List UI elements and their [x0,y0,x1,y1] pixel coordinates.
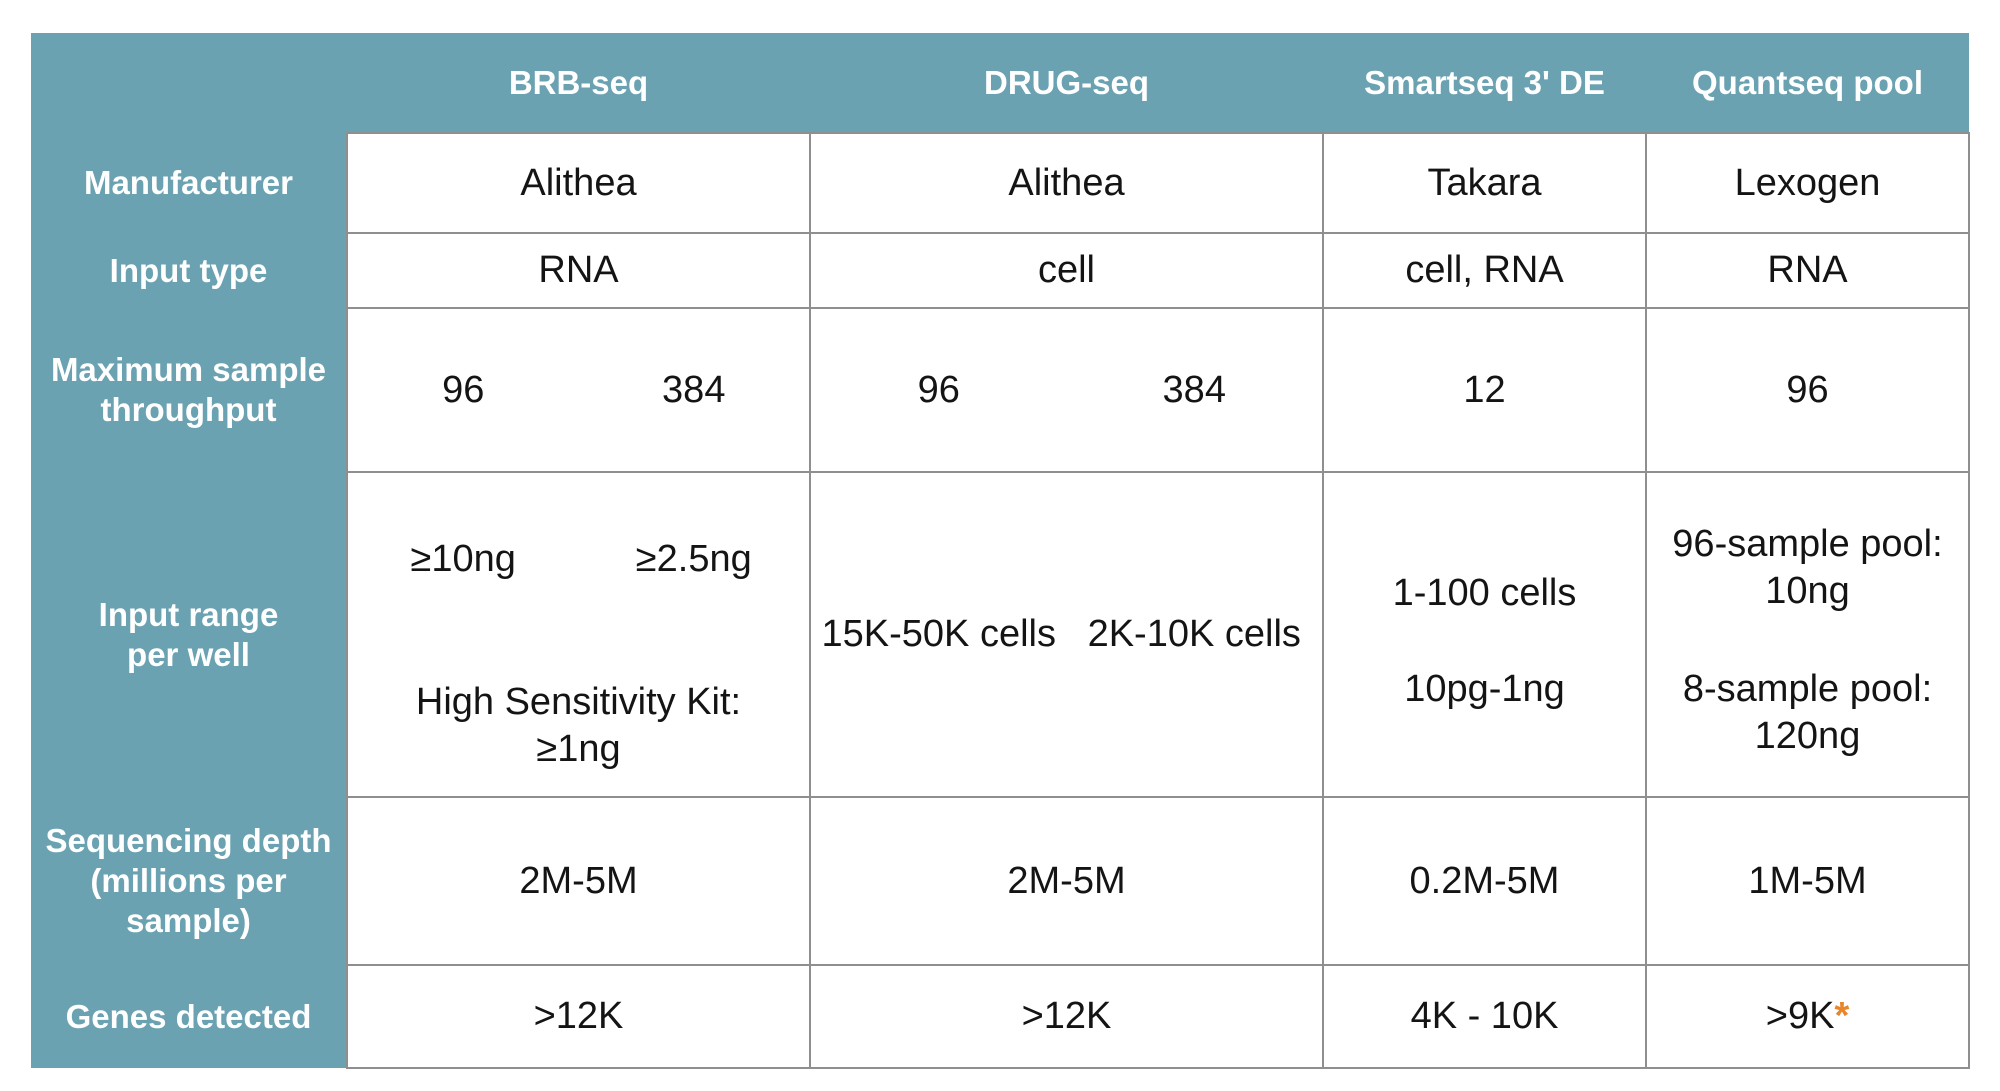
input-range-pair: 15K-50K cells 2K-10K cells [811,611,1322,658]
input-range-smartseq-content: 1-100 cells 10pg-1ng [1324,474,1645,795]
cell-manufacturer-quantseq: Lexogen [1645,132,1970,234]
row-header-label: Input type [109,251,268,289]
input-range-384-plate: ≥2.5ng [635,538,752,580]
footnote-asterisk: * [1834,995,1850,1037]
genes-detected-value: >9K [1765,995,1835,1037]
cell-max-throughput-quantseq: 96 [1645,307,1970,473]
cell-sequencing-depth-smartseq: 0.2M-5M [1322,796,1647,966]
row-header-label-line2: per well [127,635,250,673]
throughput-96-plate: 96 [917,368,960,411]
note-line2: ≥1ng [536,728,621,770]
high-sensitivity-kit-note: High Sensitivity Kit: ≥1ng [348,679,809,773]
throughput-96-plate: 96 [442,368,485,411]
row-header-input-range: Input range per well [31,472,347,797]
pool-label: 96-sample pool: [1672,523,1943,565]
cell-manufacturer-smartseq: Takara [1322,132,1647,234]
row-max-throughput: Maximum sample throughput 96 384 96 384 … [31,307,1970,473]
corner-cell [31,33,347,133]
row-header-max-throughput: Maximum sample throughput [31,308,347,472]
cell-input-type-quantseq: RNA [1645,232,1970,309]
row-header-input-type: Input type [31,233,347,308]
throughput-pair: 96 384 [811,367,1322,414]
row-header-label-line2: throughput [100,391,277,428]
throughput-pair: 96 384 [348,367,809,414]
cell-sequencing-depth-drug: 2M-5M [809,796,1324,966]
row-sequencing-depth: Sequencing depth (millions per sample) 2… [31,796,1970,966]
cell-genes-detected-quantseq: >9K* [1645,964,1970,1069]
input-range-rna: 10pg-1ng [1404,668,1565,710]
input-range-384-plate: 2K-10K cells [1087,613,1301,655]
pool-96-sample: 96-sample pool: 10ng [1672,521,1942,615]
pool-8-sample: 8-sample pool: 120ng [1683,666,1932,760]
input-range-quantseq-content: 96-sample pool: 10ng 8-sample pool: 120n… [1647,474,1968,795]
row-header-label-line1: Input range [98,595,279,633]
note-line1: High Sensitivity Kit: [415,681,742,723]
cell-input-type-smartseq: cell, RNA [1322,232,1647,309]
cell-input-type-brb: RNA [346,232,811,309]
row-genes-detected: Genes detected >12K >12K 4K - 10K >9K* [31,964,1970,1069]
input-range-96-plate: 15K-50K cells [821,613,1056,655]
pool-amount: 120ng [1754,715,1861,757]
row-header-label-line1: Maximum sample [50,351,327,388]
cell-genes-detected-smartseq: 4K - 10K [1322,964,1647,1069]
column-header-smartseq-3-de: Smartseq 3' DE [1323,33,1646,133]
cell-max-throughput-brb: 96 384 [346,307,811,473]
input-range-pair: ≥10ng ≥2.5ng [348,536,809,583]
row-header-label-line2: (millions per sample) [90,862,287,939]
input-range-drug-content: 15K-50K cells 2K-10K cells [811,474,1322,795]
input-range-brb-content: ≥10ng ≥2.5ng High Sensitivity Kit: ≥1ng [348,474,809,795]
row-manufacturer: Manufacturer Alithea Alithea Takara Lexo… [31,132,1970,234]
pool-amount: 10ng [1765,570,1850,612]
cell-sequencing-depth-brb: 2M-5M [346,796,811,966]
pool-label: 8-sample pool: [1682,668,1933,710]
cell-input-type-drug: cell [809,232,1324,309]
row-header-label: Genes detected [65,997,312,1035]
cell-manufacturer-drug: Alithea [809,132,1324,234]
column-header-quantseq-pool: Quantseq pool [1646,33,1969,133]
header-row: BRB-seq DRUG-seq Smartseq 3' DE Quantseq… [31,33,1969,133]
column-header-brb-seq: BRB-seq [347,33,810,133]
row-header-label-line1: Sequencing depth [45,822,332,859]
cell-manufacturer-brb: Alithea [346,132,811,234]
row-header-manufacturer: Manufacturer [31,133,347,233]
input-range-cells: 1-100 cells [1392,572,1577,614]
cell-input-range-smartseq: 1-100 cells 10pg-1ng [1322,471,1647,798]
cell-genes-detected-brb: >12K [346,964,811,1069]
row-input-type: Input type RNA cell cell, RNA RNA [31,232,1970,309]
throughput-384-plate: 384 [662,368,726,411]
throughput-384-plate: 384 [1162,368,1226,411]
cell-genes-detected-drug: >12K [809,964,1324,1069]
cell-sequencing-depth-quantseq: 1M-5M [1645,796,1970,966]
input-range-96-plate: ≥10ng [410,538,516,580]
row-header-genes-detected: Genes detected [31,965,347,1068]
cell-max-throughput-smartseq: 12 [1322,307,1647,473]
row-header-label: Manufacturer [83,164,294,201]
column-header-drug-seq: DRUG-seq [810,33,1323,133]
cell-input-range-drug: 15K-50K cells 2K-10K cells [809,471,1324,798]
cell-input-range-brb: ≥10ng ≥2.5ng High Sensitivity Kit: ≥1ng [346,471,811,798]
cell-input-range-quantseq: 96-sample pool: 10ng 8-sample pool: 120n… [1645,471,1970,798]
cell-max-throughput-drug: 96 384 [809,307,1324,473]
kit-comparison-table: BRB-seq DRUG-seq Smartseq 3' DE Quantseq… [31,33,1970,1069]
row-header-sequencing-depth: Sequencing depth (millions per sample) [31,797,347,965]
row-input-range: Input range per well ≥10ng ≥2.5ng High S… [31,471,1970,798]
